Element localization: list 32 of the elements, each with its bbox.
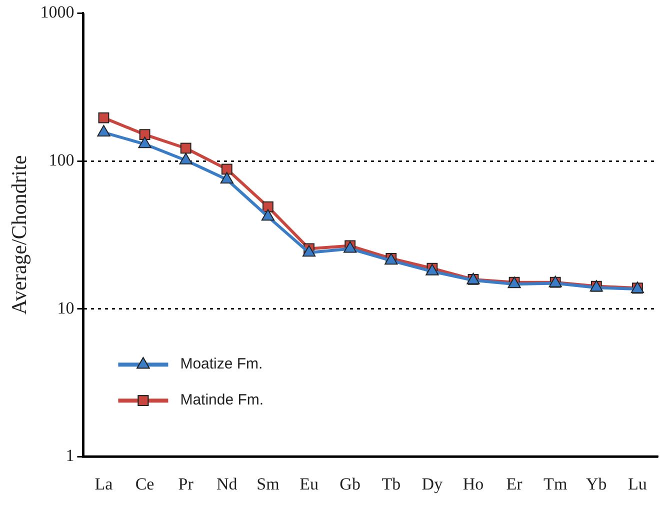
point xyxy=(261,209,275,221)
x-tick-label: Lu xyxy=(628,474,648,494)
x-tick-label: Eu xyxy=(300,474,319,494)
legend-label: Moatize Fm. xyxy=(180,356,263,373)
point xyxy=(139,129,150,140)
y-axis-title: Average/Chondrite xyxy=(7,155,32,315)
y-tick-label: 1000 xyxy=(40,2,74,22)
x-tick-label: Ce xyxy=(135,474,154,494)
legend-label: Matinde Fm. xyxy=(180,392,264,409)
x-tick-label: Ho xyxy=(462,474,484,494)
y-tick-label: 1 xyxy=(66,446,74,466)
point xyxy=(302,245,316,257)
point xyxy=(221,164,232,175)
x-tick-label: La xyxy=(94,474,114,494)
point xyxy=(220,172,234,184)
x-tick-label: Tm xyxy=(544,474,568,494)
x-tick-label: Sm xyxy=(256,474,280,494)
point xyxy=(138,136,152,148)
x-tick-label: Er xyxy=(506,474,523,494)
point xyxy=(180,142,192,154)
y-tick-label: 100 xyxy=(48,150,74,170)
x-tick-label: Pr xyxy=(178,474,194,494)
point xyxy=(97,124,110,136)
x-tick-label: Gb xyxy=(340,474,360,494)
y-tick-label: 10 xyxy=(57,298,74,318)
x-tick-label: Dy xyxy=(422,474,444,494)
point xyxy=(98,112,110,124)
x-tick-label: Nd xyxy=(216,474,238,494)
x-tick-label: Tb xyxy=(382,474,401,494)
point xyxy=(179,152,192,164)
point xyxy=(262,201,274,212)
x-tick-label: Yb xyxy=(586,474,607,494)
